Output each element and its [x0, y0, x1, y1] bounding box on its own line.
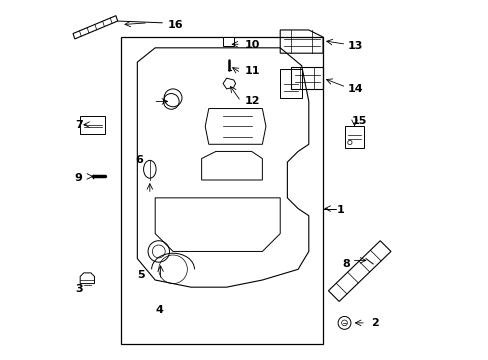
Text: 5: 5 [137, 270, 144, 280]
Text: 1: 1 [336, 205, 344, 215]
Text: 11: 11 [244, 66, 260, 76]
Text: 12: 12 [244, 96, 260, 107]
Bar [280, 69, 301, 98]
Text: 4: 4 [155, 305, 163, 315]
FancyBboxPatch shape [80, 116, 105, 134]
Text: 7: 7 [75, 120, 82, 130]
Text: 10: 10 [244, 40, 259, 50]
Text: 13: 13 [347, 41, 363, 51]
Text: 6: 6 [135, 156, 143, 165]
Text: 9: 9 [75, 173, 82, 183]
Bar [121, 37, 323, 344]
FancyBboxPatch shape [223, 37, 233, 46]
Text: 14: 14 [347, 84, 363, 94]
Text: 3: 3 [75, 284, 82, 294]
Text: 8: 8 [342, 259, 350, 269]
Text: 16: 16 [167, 19, 183, 30]
Text: 2: 2 [370, 318, 378, 328]
FancyBboxPatch shape [344, 126, 364, 148]
Text: 15: 15 [351, 116, 366, 126]
